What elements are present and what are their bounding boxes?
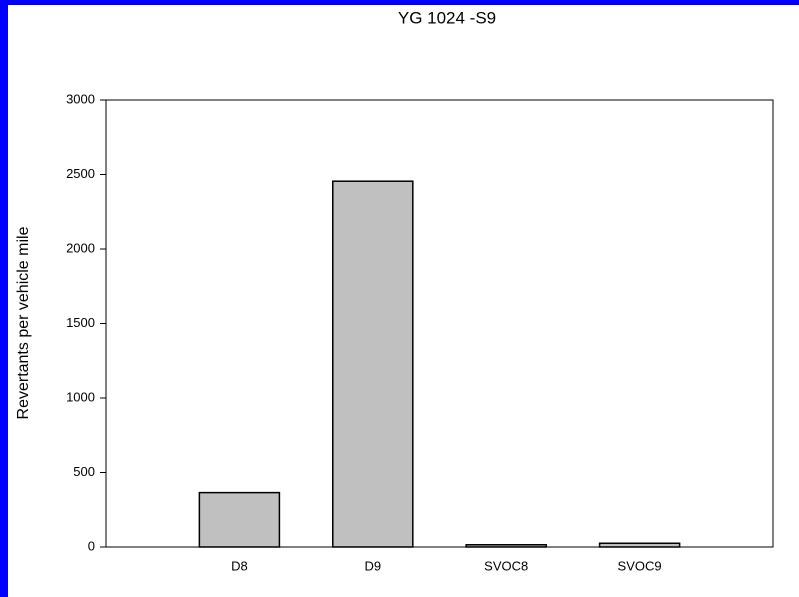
y-tick-label: 1000 — [66, 389, 95, 404]
plot-frame — [105, 99, 774, 548]
x-tick-label: D8 — [231, 558, 248, 573]
window-border-top — [0, 0, 799, 5]
x-tick-label: SVOC9 — [618, 558, 662, 573]
x-tick-label: SVOC8 — [484, 558, 528, 573]
y-tick-label: 0 — [88, 538, 95, 553]
bar — [332, 180, 414, 548]
window-border-left — [0, 0, 8, 597]
bar — [465, 544, 547, 548]
chart-title: YG 1024 -S9 — [398, 8, 496, 27]
bar — [598, 542, 681, 548]
y-tick-label: 3000 — [66, 91, 95, 106]
y-tick-label: 2500 — [66, 166, 95, 181]
y-tick-label: 1500 — [66, 315, 95, 330]
x-tick-label: D9 — [364, 558, 381, 573]
y-tick-label: 500 — [73, 464, 95, 479]
y-axis-label: Revertants per vehicle mile — [15, 226, 32, 419]
y-tick-label: 2000 — [66, 240, 95, 255]
bar — [198, 491, 281, 548]
